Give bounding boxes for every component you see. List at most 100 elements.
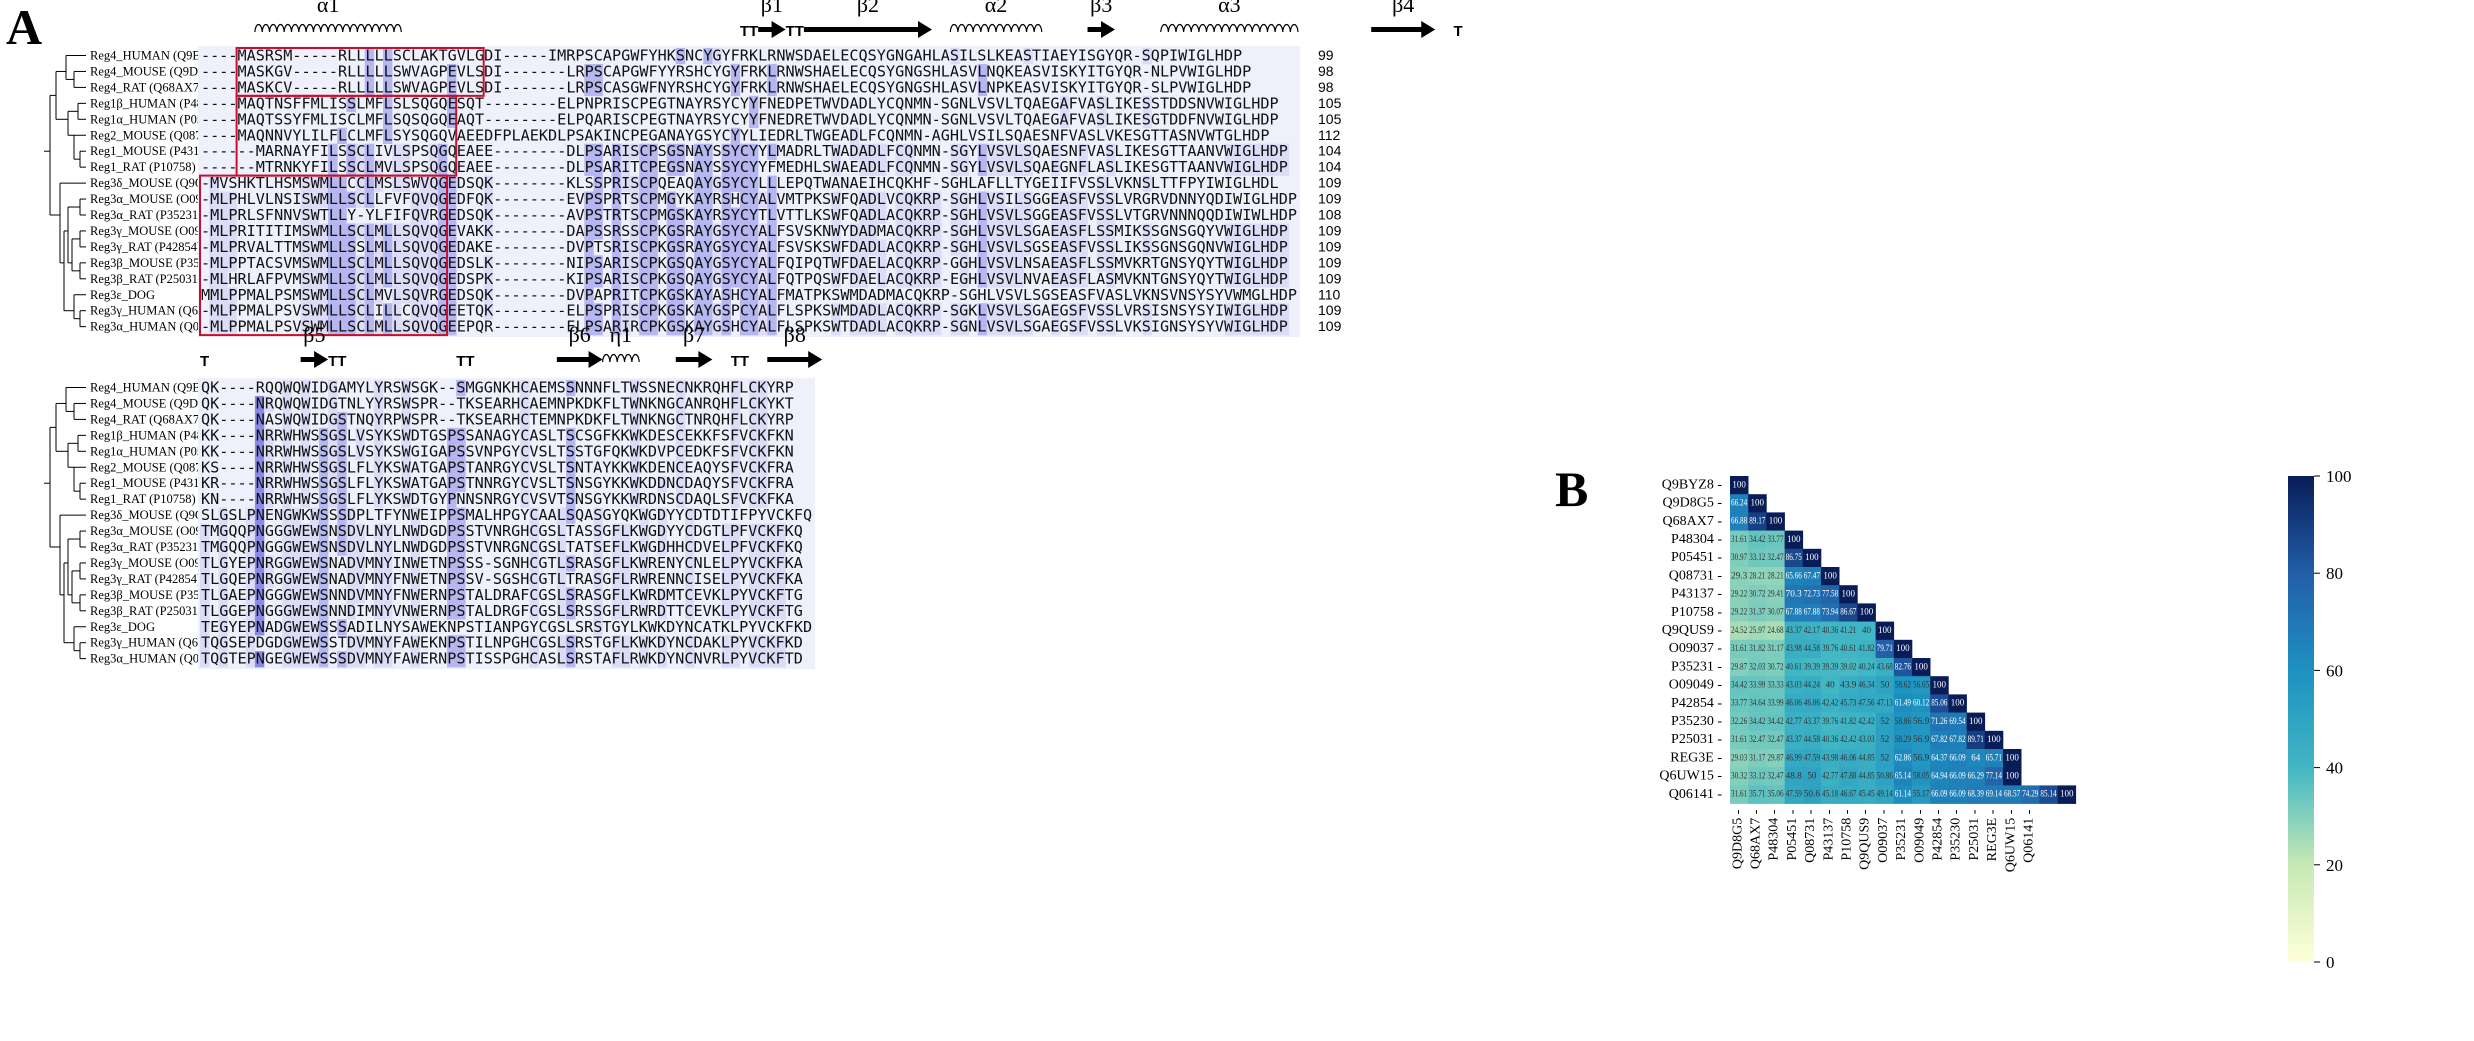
heatmap-col-label: P48304 - bbox=[1767, 809, 1782, 860]
residue-shade bbox=[456, 523, 466, 540]
residue-shade bbox=[364, 223, 375, 240]
residue-shade bbox=[337, 287, 347, 304]
heatmap-cell bbox=[1948, 712, 1967, 732]
heatmap-row-label: P05451 - bbox=[1671, 550, 1722, 565]
heatmap-cell bbox=[1802, 694, 1822, 713]
residue-count: 109 bbox=[1318, 222, 1342, 238]
residue-shade bbox=[401, 159, 411, 176]
residue-shade bbox=[383, 303, 393, 320]
residue-shade bbox=[977, 255, 988, 272]
heatmap-col-label: Q6UW15 - bbox=[2003, 809, 2018, 872]
residue-shade bbox=[282, 587, 292, 604]
residue-shade bbox=[895, 191, 905, 208]
residue-shade bbox=[977, 319, 988, 336]
heatmap-cell bbox=[1748, 639, 1767, 659]
residue-shade bbox=[758, 491, 768, 508]
residue-shade bbox=[611, 255, 622, 272]
residue-shade bbox=[675, 255, 686, 272]
residue-shade bbox=[584, 79, 594, 97]
helix-coil bbox=[602, 353, 640, 363]
heatmap-cell-value: 44.85 bbox=[1858, 752, 1875, 762]
residue-shade bbox=[1005, 159, 1015, 176]
residue-shade bbox=[1105, 223, 1116, 240]
residue-shade bbox=[639, 587, 649, 604]
colorbar-tick-label: 20 bbox=[2326, 856, 2343, 875]
residue-shade bbox=[309, 539, 320, 556]
residue-shade bbox=[1096, 207, 1107, 224]
residue-shade bbox=[566, 380, 576, 397]
residue-shade bbox=[1050, 223, 1061, 240]
heatmap-cell-value: 46.06 bbox=[1786, 698, 1803, 708]
residue-shade bbox=[922, 223, 933, 240]
heatmap-cell bbox=[1893, 767, 1913, 786]
residue-shade bbox=[373, 319, 384, 336]
sequence-name: Reg3β_RAT (P25031) bbox=[90, 604, 202, 618]
residue-shade bbox=[1252, 223, 1262, 240]
heatmap-row-label: Q08731 - bbox=[1669, 568, 1723, 583]
residue-shade bbox=[318, 635, 329, 652]
residue-shade bbox=[373, 539, 384, 556]
residue-shade bbox=[1060, 271, 1070, 288]
residue-shade bbox=[913, 191, 924, 208]
residue-shade bbox=[648, 239, 658, 256]
residue-shade bbox=[300, 651, 311, 668]
residue-shade bbox=[1270, 143, 1280, 160]
residue-shade bbox=[694, 207, 704, 224]
heatmap-cell-value: 44.85 bbox=[1858, 770, 1875, 780]
heatmap-cell bbox=[1839, 730, 1858, 750]
heatmap-cell bbox=[1930, 749, 1949, 768]
residue-shade bbox=[922, 191, 933, 208]
heatmap-cell bbox=[1748, 512, 1767, 531]
residue-shade bbox=[593, 507, 603, 524]
residue-shade bbox=[529, 651, 539, 668]
residue-shade bbox=[767, 287, 777, 304]
heatmap-cell-value: 50.6 bbox=[1804, 789, 1821, 799]
residue-shade bbox=[922, 303, 933, 320]
residue-shade bbox=[657, 475, 667, 492]
residue-shade bbox=[1105, 303, 1116, 320]
heatmap-cell-value: 100 bbox=[1751, 497, 1765, 507]
residue-shade bbox=[254, 523, 265, 540]
beta-strand-arrowhead bbox=[588, 351, 603, 368]
residue-shade bbox=[401, 239, 411, 256]
heatmap-cell-value: 29.03 bbox=[1731, 752, 1748, 762]
residue-shade bbox=[767, 207, 777, 224]
residue-shade bbox=[1142, 303, 1152, 320]
residue-shade bbox=[630, 239, 640, 256]
residue-shade bbox=[831, 191, 841, 208]
residue-shade bbox=[355, 175, 365, 192]
residue-shade bbox=[300, 287, 311, 304]
residue-shade bbox=[209, 223, 219, 240]
residue-shade bbox=[858, 255, 869, 272]
residue-shade bbox=[730, 411, 741, 429]
sequence-row: TLGGEPNGGGWEWSNNDIMNYVNWERNPSTALDRGFCGSL… bbox=[201, 602, 803, 620]
heatmap-cell bbox=[1821, 767, 1840, 786]
heatmap-row-label: O09037 - bbox=[1669, 641, 1723, 656]
residue-shade bbox=[758, 303, 768, 320]
beta-strand-label: β4 bbox=[1392, 0, 1414, 17]
heatmap-cell-value: 77.14 bbox=[1986, 770, 2003, 780]
heatmap-cell-value: 79.71 bbox=[1877, 643, 1893, 653]
residue-count: 109 bbox=[1318, 302, 1342, 318]
residue-shade bbox=[401, 255, 411, 272]
residue-shade bbox=[328, 443, 338, 461]
heatmap-cell-value: 89.71 bbox=[1968, 734, 1984, 744]
helix-coil bbox=[254, 23, 402, 33]
residue-shade bbox=[877, 239, 887, 256]
residue-shade bbox=[730, 491, 741, 508]
beta-strand-label: β6 bbox=[569, 322, 591, 347]
residue-shade bbox=[364, 143, 375, 160]
residue-shade bbox=[209, 287, 219, 304]
residue-shade bbox=[328, 475, 338, 492]
heatmap-cell bbox=[1802, 603, 1822, 622]
heatmap-cell bbox=[1730, 494, 1749, 513]
residue-shade bbox=[447, 539, 457, 556]
beta-strand-bar bbox=[1371, 27, 1424, 32]
heatmap-cell-value: 66.29 bbox=[1968, 770, 1985, 780]
beta-strand-label: β1 bbox=[761, 0, 783, 17]
residue-shade bbox=[758, 539, 768, 556]
residue-shade bbox=[447, 287, 457, 304]
residue-shade bbox=[904, 271, 914, 288]
heatmap-cell-value: 70.3 bbox=[1786, 588, 1803, 598]
heatmap-cell-value: 25.97 bbox=[1749, 625, 1766, 635]
